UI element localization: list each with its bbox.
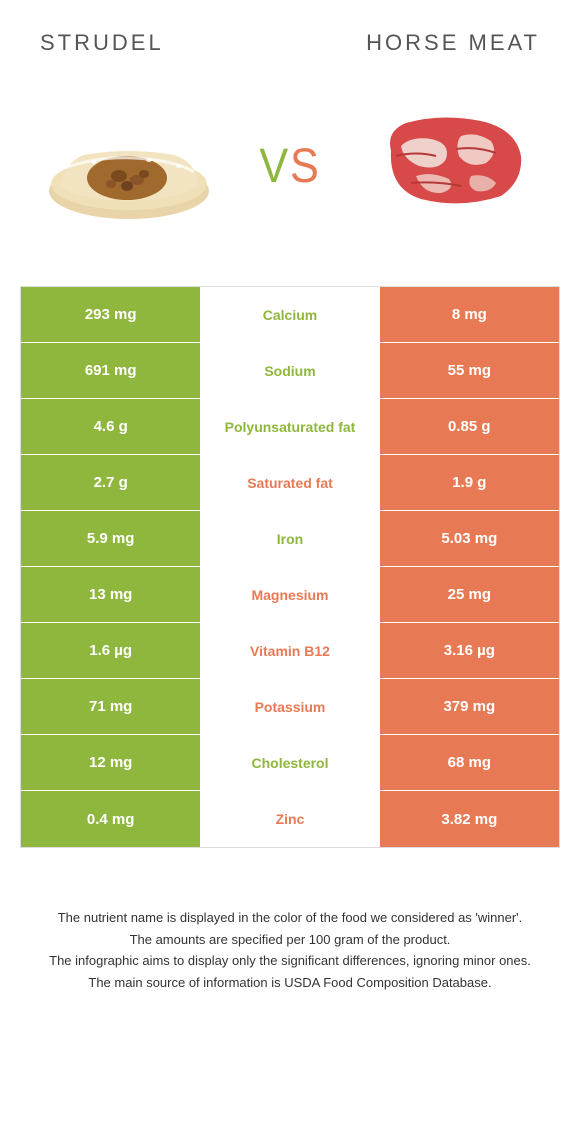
right-value-cell: 3.16 µg [380, 623, 559, 678]
footer-notes: The nutrient name is displayed in the co… [20, 908, 560, 992]
vs-s: S [290, 140, 321, 193]
right-value-cell: 0.85 g [380, 399, 559, 454]
table-row: 4.6 gPolyunsaturated fat0.85 g [21, 399, 559, 455]
right-value-cell: 25 mg [380, 567, 559, 622]
left-value-cell: 4.6 g [21, 399, 200, 454]
nutrient-name-cell: Magnesium [200, 567, 379, 622]
footer-line-3: The infographic aims to display only the… [30, 951, 550, 971]
right-value-cell: 68 mg [380, 735, 559, 790]
nutrient-name-cell: Polyunsaturated fat [200, 399, 379, 454]
nutrient-name-cell: Cholesterol [200, 735, 379, 790]
comparison-table: 293 mgCalcium8 mg691 mgSodium55 mg4.6 gP… [20, 286, 560, 848]
left-value-cell: 0.4 mg [21, 791, 200, 847]
right-food-title: Horse meat [366, 30, 540, 56]
nutrient-name-cell: Zinc [200, 791, 379, 847]
footer-line-2: The amounts are specified per 100 gram o… [30, 930, 550, 950]
vs-label: VS [259, 139, 320, 194]
nutrient-name-cell: Vitamin B12 [200, 623, 379, 678]
left-value-cell: 2.7 g [21, 455, 200, 510]
table-row: 12 mgCholesterol68 mg [21, 735, 559, 791]
left-value-cell: 293 mg [21, 287, 200, 342]
right-value-cell: 5.03 mg [380, 511, 559, 566]
right-value-cell: 8 mg [380, 287, 559, 342]
footer-line-1: The nutrient name is displayed in the co… [30, 908, 550, 928]
nutrient-name-cell: Saturated fat [200, 455, 379, 510]
right-value-cell: 379 mg [380, 679, 559, 734]
strudel-image [39, 96, 219, 236]
left-value-cell: 12 mg [21, 735, 200, 790]
left-value-cell: 1.6 µg [21, 623, 200, 678]
table-row: 2.7 gSaturated fat1.9 g [21, 455, 559, 511]
images-row: VS [20, 86, 560, 246]
left-value-cell: 71 mg [21, 679, 200, 734]
right-value-cell: 3.82 mg [380, 791, 559, 847]
table-row: 71 mgPotassium379 mg [21, 679, 559, 735]
right-value-cell: 1.9 g [380, 455, 559, 510]
vs-v: V [259, 140, 290, 193]
left-value-cell: 5.9 mg [21, 511, 200, 566]
nutrient-name-cell: Iron [200, 511, 379, 566]
table-row: 5.9 mgIron5.03 mg [21, 511, 559, 567]
left-value-cell: 13 mg [21, 567, 200, 622]
left-value-cell: 691 mg [21, 343, 200, 398]
right-value-cell: 55 mg [380, 343, 559, 398]
nutrient-name-cell: Calcium [200, 287, 379, 342]
table-row: 293 mgCalcium8 mg [21, 287, 559, 343]
nutrient-name-cell: Potassium [200, 679, 379, 734]
header: Strudel Horse meat [20, 30, 560, 56]
table-row: 691 mgSodium55 mg [21, 343, 559, 399]
footer-line-4: The main source of information is USDA F… [30, 973, 550, 993]
nutrient-name-cell: Sodium [200, 343, 379, 398]
table-row: 13 mgMagnesium25 mg [21, 567, 559, 623]
table-row: 1.6 µgVitamin B123.16 µg [21, 623, 559, 679]
horse-meat-image [361, 96, 541, 236]
left-food-title: Strudel [40, 30, 164, 56]
table-row: 0.4 mgZinc3.82 mg [21, 791, 559, 847]
